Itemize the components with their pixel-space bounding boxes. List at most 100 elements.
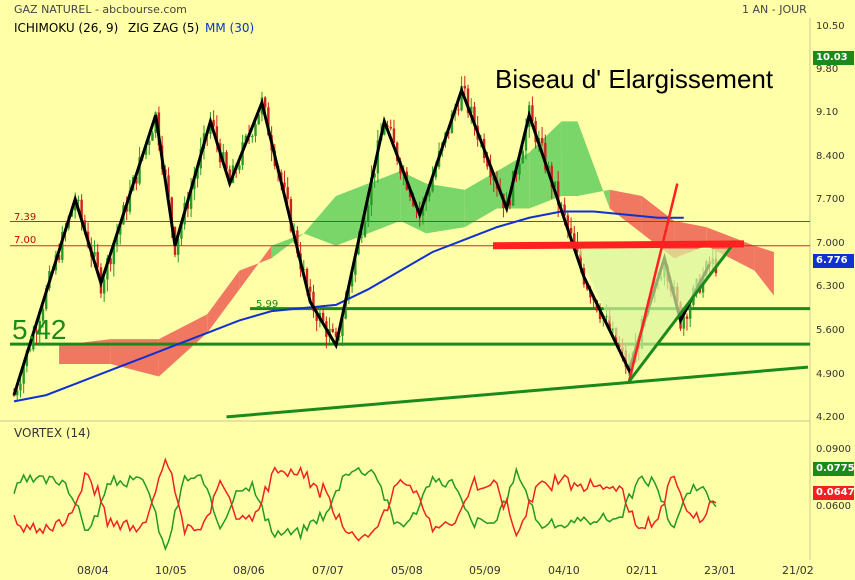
last-price-badge: 10.03: [813, 51, 854, 65]
ichimoku-cloud-segment: [561, 121, 578, 196]
x-tick: 21/02: [782, 564, 814, 577]
x-tick: 04/10: [548, 564, 580, 577]
candle-body: [428, 191, 431, 197]
y-tick: 4.200: [816, 412, 845, 423]
candle-body: [556, 181, 560, 205]
wedge-green-line: [627, 244, 734, 383]
candle-body: [367, 204, 370, 222]
candle-body: [109, 258, 112, 265]
ichimoku-cloud-segment: [426, 183, 465, 234]
candle-body: [19, 383, 22, 391]
mm30-line: [13, 210, 684, 403]
chart-period: 1 AN - JOUR: [742, 3, 807, 16]
y-tick: 4.900: [816, 369, 845, 380]
y-tick: 9.10: [816, 107, 839, 118]
annotation-title: Biseau d' Elargissement: [495, 64, 774, 94]
candle-body: [212, 120, 215, 127]
y-tick: 5.600: [816, 325, 845, 336]
candle-body: [254, 124, 257, 136]
candle-body: [553, 181, 557, 188]
candle-body: [28, 349, 32, 351]
candle-body: [61, 232, 64, 260]
y-tick: 7.700: [816, 194, 845, 205]
candle-body: [16, 390, 19, 396]
ichimoku-cloud-segment: [368, 171, 401, 234]
candle-body: [144, 145, 148, 155]
candle-body: [618, 343, 621, 348]
candle-body: [35, 331, 38, 333]
candle-body: [508, 200, 512, 206]
candle-body: [370, 177, 373, 205]
candle-body: [457, 109, 460, 111]
candle-body: [177, 238, 180, 255]
x-tick: 10/05: [155, 564, 187, 577]
candle-body: [486, 158, 489, 167]
candle-body: [257, 114, 260, 125]
candle-body: [466, 88, 470, 114]
x-tick: 07/07: [312, 564, 344, 577]
x-tick: 05/08: [391, 564, 423, 577]
candle-body: [32, 331, 35, 350]
x-tick: 02/11: [626, 564, 658, 577]
candle-body: [148, 140, 151, 146]
candle-body: [473, 106, 476, 126]
candle-body: [434, 166, 438, 178]
candle-body: [460, 85, 463, 111]
ichimoku-cloud-segment: [754, 245, 774, 296]
candle-body: [73, 201, 77, 211]
candle-body: [470, 106, 473, 114]
candle-body: [511, 170, 515, 206]
candle-body: [57, 255, 61, 260]
candle-body: [12, 395, 16, 397]
candle-body: [569, 227, 573, 234]
candle-body: [518, 163, 521, 175]
candle-body: [360, 236, 363, 238]
candle-body: [45, 288, 48, 310]
candle-body: [363, 221, 367, 237]
candle-body: [463, 85, 466, 89]
candle-body: [189, 189, 193, 209]
vortex-plus-badge: 0.0775: [813, 462, 855, 476]
ichimoku-cloud-segment: [464, 171, 497, 228]
candle-body: [341, 318, 344, 336]
candle-body: [112, 244, 116, 265]
candle-body: [128, 190, 132, 212]
candle-body: [251, 135, 254, 137]
candle-body: [383, 125, 386, 135]
candle-body: [135, 177, 138, 184]
candle-body: [309, 286, 312, 292]
candle-body: [598, 310, 602, 320]
candle-body: [531, 105, 534, 122]
candle-body: [238, 165, 241, 170]
resistance-thick-line: [492, 240, 745, 250]
x-tick: 08/06: [233, 564, 265, 577]
candle-body: [286, 187, 289, 200]
ichimoku-cloud-segment: [609, 189, 642, 234]
candle-body: [521, 150, 524, 164]
y-tick: 6.300: [816, 281, 845, 292]
candle-body: [77, 199, 80, 202]
ichimoku-cloud-segment: [110, 339, 159, 377]
candle-body: [167, 175, 170, 198]
y-tick: 8.400: [816, 151, 845, 162]
candle-body: [315, 310, 318, 321]
candle-body: [489, 166, 492, 178]
current-price-badge: 6.776: [813, 254, 854, 268]
candle-body: [373, 173, 376, 178]
candle-body: [354, 254, 357, 275]
candle-body: [102, 279, 106, 294]
x-tick: 23/01: [704, 564, 736, 577]
zigzag-line: [12, 85, 711, 396]
long-support-line: [226, 365, 809, 419]
candle-body: [331, 328, 334, 332]
candle-body: [106, 258, 109, 280]
level-label-700: 7.00: [14, 235, 37, 246]
ichimoku-cloud-segment: [271, 233, 304, 259]
candle-body: [138, 157, 141, 184]
ichimoku-cloud-segment: [239, 245, 272, 290]
candle-body: [608, 316, 611, 331]
candle-body: [550, 165, 553, 188]
candle-body: [579, 251, 582, 269]
candle-body: [392, 128, 396, 143]
candle-body: [350, 274, 354, 287]
